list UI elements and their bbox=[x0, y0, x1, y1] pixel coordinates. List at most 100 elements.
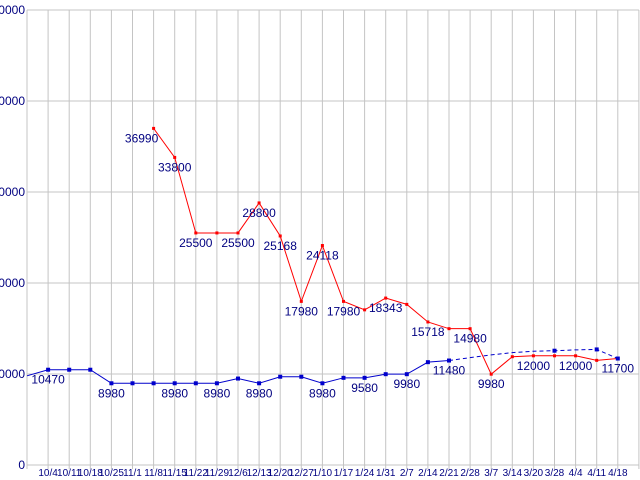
red-point-marker bbox=[405, 302, 409, 306]
y-tick-label: 40000 bbox=[0, 94, 25, 108]
red-point-marker bbox=[320, 244, 324, 248]
x-tick-label: 12/13 bbox=[247, 468, 272, 479]
red-point-marker bbox=[447, 327, 451, 331]
blue-point-marker bbox=[362, 375, 367, 380]
x-tick-label: 2/14 bbox=[418, 468, 438, 479]
blue-point-marker bbox=[341, 375, 346, 380]
x-tick-label: 4/18 bbox=[608, 468, 628, 479]
x-tick-label: 12/6 bbox=[228, 468, 248, 479]
blue-point-marker bbox=[615, 356, 620, 361]
x-tick-label: 1/10 bbox=[313, 468, 333, 479]
red-point-value-label: 14980 bbox=[453, 332, 487, 346]
x-tick-label: 12/27 bbox=[289, 468, 314, 479]
x-tick-label: 11/22 bbox=[184, 468, 209, 479]
blue-point-marker bbox=[320, 381, 325, 386]
x-tick-label: 3/20 bbox=[524, 468, 544, 479]
x-tick-label: 2/7 bbox=[400, 468, 414, 479]
x-tick-label: 1/24 bbox=[355, 468, 375, 479]
x-tick-label: 11/29 bbox=[205, 468, 230, 479]
red-point-marker bbox=[215, 231, 219, 235]
blue-point-value-label: 9980 bbox=[393, 377, 420, 391]
red-point-marker bbox=[257, 201, 261, 205]
red-point-value-label: 24118 bbox=[306, 249, 339, 263]
red-point-value-label: 11700 bbox=[602, 362, 635, 376]
blue-point-marker bbox=[299, 374, 304, 379]
blue-point-marker bbox=[151, 381, 156, 386]
x-tick-label: 3/14 bbox=[503, 468, 523, 479]
red-point-marker bbox=[595, 358, 599, 362]
red-point-marker bbox=[363, 308, 367, 312]
red-point-value-label: 12000 bbox=[559, 359, 593, 373]
x-tick-label: 10/25 bbox=[99, 468, 124, 479]
blue-point-marker bbox=[447, 358, 451, 363]
y-tick-label: 50000 bbox=[0, 3, 25, 17]
red-point-marker bbox=[299, 299, 303, 303]
blue-point-marker bbox=[278, 374, 283, 379]
blue-point-marker bbox=[46, 367, 51, 372]
red-point-marker bbox=[531, 354, 535, 358]
blue-point-marker bbox=[172, 381, 177, 386]
blue-series: 10470 8980 8980 8980 8980 8980 9580 9980 11480 bbox=[26, 347, 620, 400]
y-tick-label: 10000 bbox=[0, 367, 25, 381]
blue-point-value-label: 8980 bbox=[98, 386, 125, 400]
red-point-marker bbox=[152, 126, 156, 130]
blue-point-marker bbox=[88, 367, 93, 372]
x-tick-label: 1/31 bbox=[376, 468, 396, 479]
red-point-marker bbox=[510, 355, 514, 359]
red-point-marker bbox=[468, 327, 472, 331]
blue-point-value-label: 11480 bbox=[433, 364, 466, 378]
red-point-marker bbox=[194, 231, 198, 235]
x-tick-label: 3/7 bbox=[484, 468, 498, 479]
blue-point-value-label: 9580 bbox=[351, 381, 378, 395]
blue-point-value-label: 8980 bbox=[246, 386, 273, 400]
red-point-value-label: 17980 bbox=[327, 304, 361, 318]
x-tick-label: 10/18 bbox=[78, 468, 103, 479]
red-point-marker bbox=[278, 234, 282, 238]
blue-point-marker bbox=[552, 348, 557, 353]
y-tick-label: 30000 bbox=[0, 185, 25, 199]
red-point-value-label: 9980 bbox=[478, 377, 505, 391]
red-point-value-label: 17980 bbox=[285, 304, 319, 318]
x-tick-label: 4/4 bbox=[569, 468, 583, 479]
x-tick-label: 2/28 bbox=[460, 468, 480, 479]
red-point-value-label: 33800 bbox=[158, 160, 192, 174]
blue-point-marker bbox=[594, 347, 599, 352]
blue-point-marker bbox=[109, 381, 114, 386]
red-point-marker bbox=[489, 372, 493, 376]
red-point-marker bbox=[553, 354, 556, 358]
blue-point-marker bbox=[214, 381, 219, 386]
x-tick-label: 10/4 bbox=[38, 468, 58, 479]
x-tick-label: 3/28 bbox=[545, 468, 565, 479]
blue-point-marker bbox=[236, 376, 240, 381]
x-tick-label: 10/11 bbox=[57, 468, 82, 479]
red-point-value-label: 25500 bbox=[221, 236, 255, 250]
red-point-value-label: 25500 bbox=[179, 236, 213, 250]
red-point-value-label: 25168 bbox=[264, 239, 298, 253]
red-point-marker bbox=[173, 155, 177, 159]
red-point-marker bbox=[426, 320, 430, 324]
red-point-value-label: 12000 bbox=[517, 359, 551, 373]
blue-point-marker bbox=[404, 372, 409, 377]
blue-point-value-label: 8980 bbox=[204, 386, 231, 400]
x-tick-label: 11/15 bbox=[163, 468, 188, 479]
blue-point-marker bbox=[67, 367, 72, 372]
x-tick-label: 4/11 bbox=[587, 468, 606, 479]
red-point-marker bbox=[236, 231, 240, 235]
blue-point-marker bbox=[193, 381, 198, 386]
red-point-value-label: 36990 bbox=[125, 131, 159, 145]
y-tick-label: 20000 bbox=[0, 276, 25, 290]
red-point-marker bbox=[342, 299, 345, 303]
y-axis-labels: 0 10000 20000 30000 40000 50000 bbox=[0, 3, 25, 472]
blue-point-marker bbox=[383, 372, 388, 377]
blue-point-value-label: 10470 bbox=[31, 373, 65, 387]
red-series: 36990 33800 25500 25500 28800 25168 17980 24118… bbox=[125, 126, 635, 391]
red-point-marker bbox=[574, 354, 578, 358]
red-point-value-label: 18343 bbox=[369, 301, 403, 315]
blue-point-marker bbox=[425, 360, 430, 365]
x-tick-label: 11/1 bbox=[123, 468, 142, 479]
red-point-marker bbox=[384, 296, 388, 300]
y-tick-label: 0 bbox=[18, 458, 25, 472]
red-point-value-label: 28800 bbox=[242, 206, 276, 220]
